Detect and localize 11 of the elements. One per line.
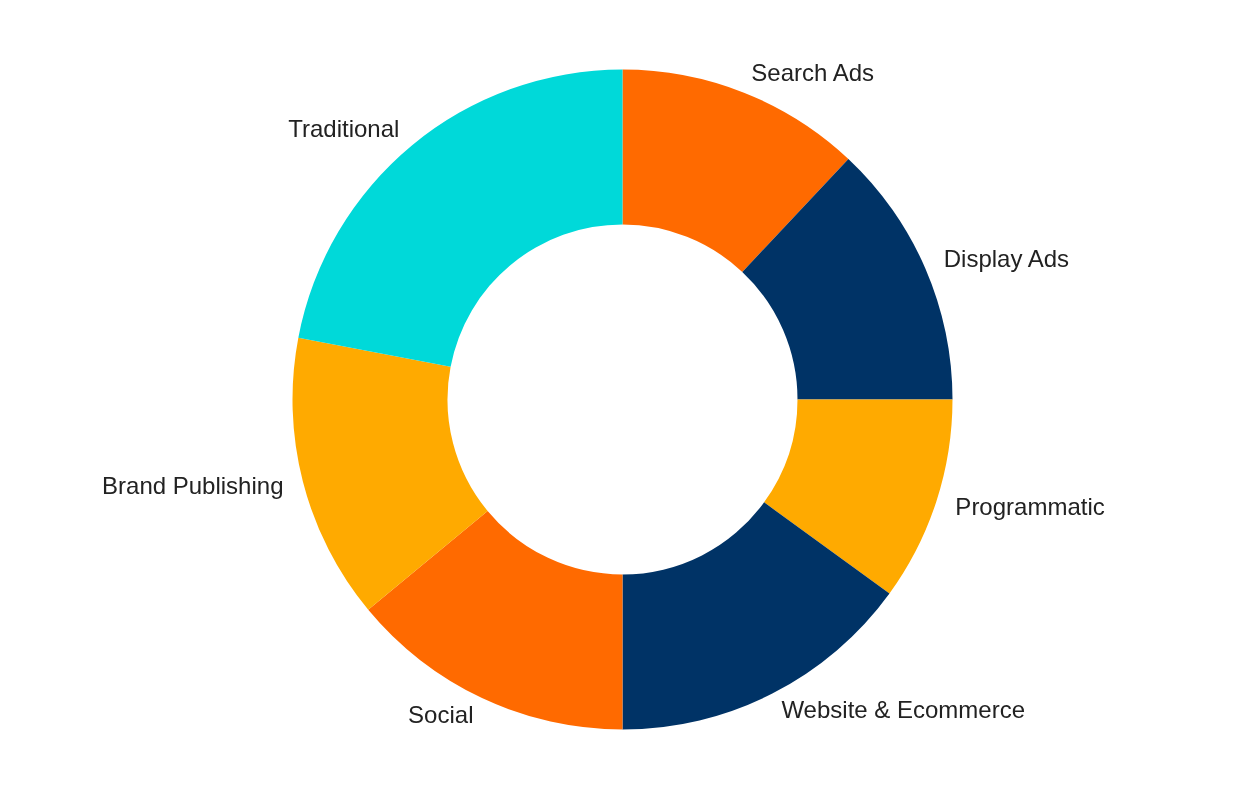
slice-label: Brand Publishing — [102, 471, 284, 499]
donut-slice — [622, 502, 890, 730]
slice-label: Traditional — [288, 114, 400, 142]
slice-label: Search Ads — [751, 59, 875, 87]
donut-slice — [764, 399, 953, 594]
donut-slice — [293, 337, 488, 610]
slice-label: Display Ads — [943, 245, 1070, 273]
slice-label: Website & Ecommerce — [781, 696, 1026, 724]
slice-label: Social — [408, 701, 474, 729]
donut-slice — [368, 511, 623, 730]
slice-label: Programmatic — [955, 492, 1105, 520]
